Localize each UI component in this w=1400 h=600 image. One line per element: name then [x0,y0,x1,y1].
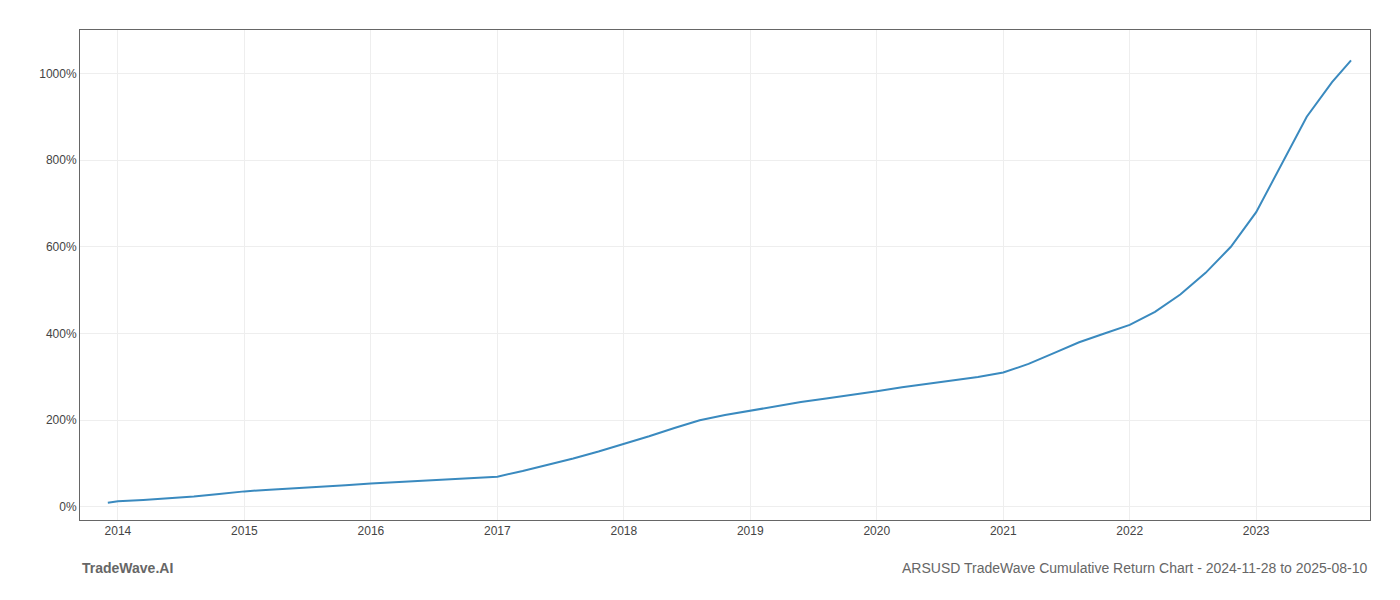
svg-text:2014: 2014 [105,524,132,538]
svg-text:2016: 2016 [358,524,385,538]
svg-text:2015: 2015 [231,524,258,538]
svg-text:2017: 2017 [484,524,511,538]
svg-text:800%: 800% [46,153,77,167]
svg-text:ARSUSD TradeWave Cumulative Re: ARSUSD TradeWave Cumulative Return Chart… [902,560,1368,576]
svg-text:2022: 2022 [1116,524,1143,538]
svg-text:2020: 2020 [863,524,890,538]
svg-text:2019: 2019 [737,524,764,538]
svg-text:0%: 0% [59,500,77,514]
svg-text:1000%: 1000% [39,67,77,81]
svg-text:2021: 2021 [990,524,1017,538]
svg-text:600%: 600% [46,240,77,254]
svg-text:2023: 2023 [1243,524,1270,538]
svg-text:TradeWave.AI: TradeWave.AI [82,560,173,576]
svg-text:200%: 200% [46,413,77,427]
svg-text:400%: 400% [46,327,77,341]
svg-text:2018: 2018 [610,524,637,538]
